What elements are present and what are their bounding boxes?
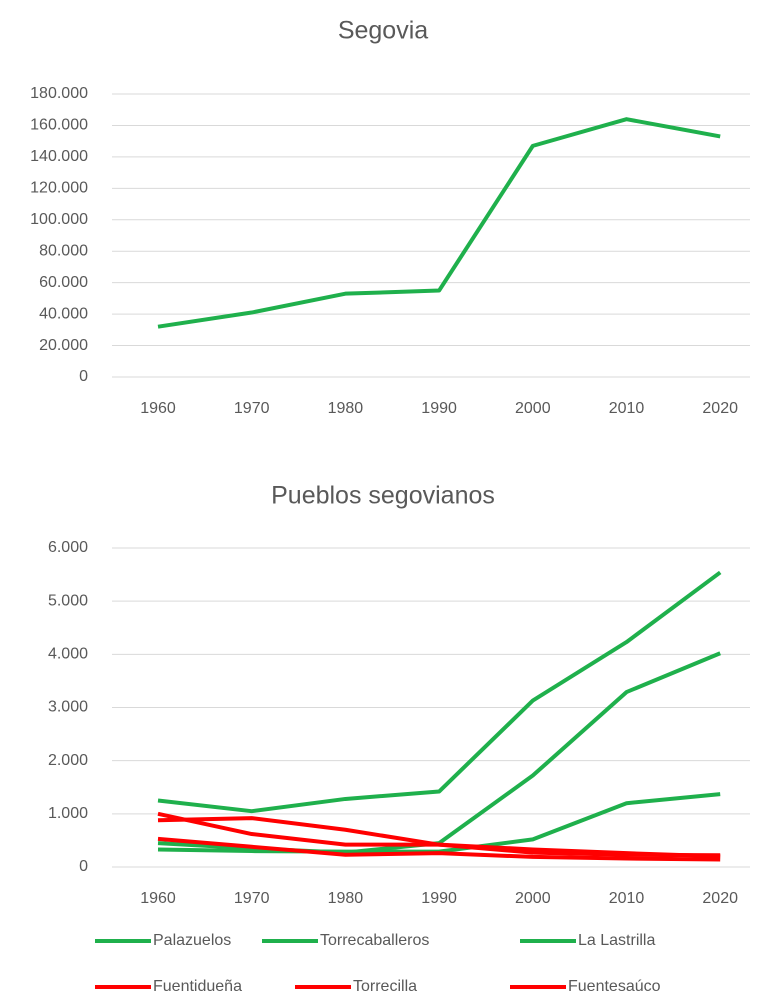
y-tick-label: 80.000: [39, 242, 88, 259]
series-line: [157, 816, 721, 858]
y-tick-label: 1.000: [48, 805, 88, 822]
y-tick-label: 140.000: [30, 148, 88, 165]
y-tick-label: 0: [79, 858, 88, 875]
y-tick-label: 2.000: [48, 752, 88, 769]
series-line: [157, 651, 721, 855]
y-tick-label: 4.000: [48, 646, 88, 663]
x-tick-label: 2010: [609, 400, 645, 417]
y-tick-label: 100.000: [30, 211, 88, 228]
x-tick-label: 2020: [702, 890, 738, 907]
x-tick-label: 2000: [515, 890, 551, 907]
y-tick-label: 180.000: [30, 85, 88, 102]
y-tick-label: 6.000: [48, 539, 88, 556]
x-tick-label: 1990: [421, 890, 457, 907]
legend-label: Palazuelos: [153, 932, 231, 949]
series-line: [157, 117, 721, 329]
x-tick-label: 1970: [234, 400, 270, 417]
y-tick-label: 160.000: [30, 117, 88, 134]
x-tick-label: 1960: [140, 890, 176, 907]
x-tick-label: 1980: [328, 400, 364, 417]
legend-label: La Lastrilla: [578, 932, 655, 949]
y-tick-label: 0: [79, 368, 88, 385]
x-tick-label: 2010: [609, 890, 645, 907]
x-tick-label: 2020: [702, 400, 738, 417]
y-tick-label: 20.000: [39, 337, 88, 354]
chart-title: Segovia: [338, 17, 428, 45]
y-tick-label: 40.000: [39, 305, 88, 322]
legend-label: Fuentesaúco: [568, 978, 661, 995]
series-line: [157, 836, 721, 862]
x-tick-label: 1960: [140, 400, 176, 417]
legend-label: Torrecaballeros: [320, 932, 429, 949]
y-tick-label: 120.000: [30, 180, 88, 197]
chart-title: Pueblos segovianos: [271, 482, 495, 510]
y-tick-label: 60.000: [39, 274, 88, 291]
x-tick-label: 1970: [234, 890, 270, 907]
x-tick-label: 1990: [421, 400, 457, 417]
y-tick-label: 3.000: [48, 699, 88, 716]
legend-label: Torrecilla: [353, 978, 417, 995]
x-tick-label: 2000: [515, 400, 551, 417]
y-tick-label: 5.000: [48, 592, 88, 609]
x-tick-label: 1980: [328, 890, 364, 907]
legend-label: Fuentidueña: [153, 978, 242, 995]
series-line: [157, 570, 722, 814]
